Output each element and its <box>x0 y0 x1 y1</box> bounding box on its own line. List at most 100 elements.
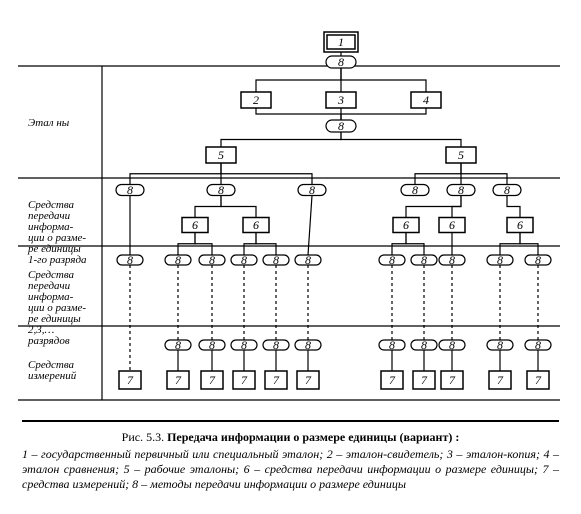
svg-text:6: 6 <box>449 218 455 232</box>
node-w5: 8 <box>295 338 321 352</box>
svg-text:8: 8 <box>127 253 133 267</box>
node-v3: 8 <box>199 253 225 267</box>
node-v4: 8 <box>231 253 257 267</box>
svg-text:8: 8 <box>175 338 181 352</box>
svg-text:7: 7 <box>497 373 504 387</box>
svg-text:8: 8 <box>175 253 181 267</box>
svg-text:8: 8 <box>421 338 427 352</box>
node-m2: 7 <box>201 371 223 389</box>
node-m5: 7 <box>297 371 319 389</box>
node-n1: 1 <box>324 32 358 52</box>
svg-text:8: 8 <box>241 253 247 267</box>
svg-text:8: 8 <box>449 338 455 352</box>
node-v10: 8 <box>487 253 513 267</box>
svg-text:4: 4 <box>423 93 429 107</box>
svg-text:1: 1 <box>338 35 344 49</box>
svg-text:8: 8 <box>535 338 541 352</box>
node-v1: 8 <box>117 253 143 267</box>
node-n4: 4 <box>411 92 441 108</box>
node-w6: 8 <box>379 338 405 352</box>
node-w10: 8 <box>525 338 551 352</box>
svg-text:8: 8 <box>273 253 279 267</box>
svg-text:7: 7 <box>535 373 542 387</box>
svg-text:2: 2 <box>253 93 259 107</box>
svg-text:8: 8 <box>497 338 503 352</box>
svg-text:8: 8 <box>209 253 215 267</box>
node-o2: 8 <box>326 119 356 133</box>
tier-label: Средстваизмерений <box>28 359 77 382</box>
node-u2: 8 <box>207 183 235 197</box>
svg-text:8: 8 <box>389 253 395 267</box>
caption-legend: 1 – государственный первичный или специа… <box>22 447 559 492</box>
svg-text:6: 6 <box>517 218 523 232</box>
node-u6: 8 <box>493 183 521 197</box>
node-w2: 8 <box>199 338 225 352</box>
node-s2: 6 <box>243 218 269 233</box>
svg-text:8: 8 <box>338 119 344 133</box>
node-v11: 8 <box>525 253 551 267</box>
svg-text:8: 8 <box>421 253 427 267</box>
node-u4: 8 <box>401 183 429 197</box>
caption-title: Рис. 5.3. Передача информации о размере … <box>22 430 559 445</box>
svg-text:8: 8 <box>209 338 215 352</box>
svg-text:8: 8 <box>338 55 344 69</box>
node-v9: 8 <box>439 253 465 267</box>
svg-text:7: 7 <box>449 373 456 387</box>
node-v6: 8 <box>295 253 321 267</box>
svg-text:7: 7 <box>421 373 428 387</box>
node-u3: 8 <box>298 183 326 197</box>
svg-text:измерений: измерений <box>28 370 77 382</box>
node-m6: 7 <box>381 371 403 389</box>
svg-text:7: 7 <box>273 373 280 387</box>
node-s5: 6 <box>507 218 533 233</box>
svg-text:3: 3 <box>337 93 344 107</box>
svg-text:7: 7 <box>389 373 396 387</box>
svg-text:разрядов: разрядов <box>27 335 70 347</box>
node-n2: 2 <box>241 92 271 108</box>
tier-label: Средствапередачиинформа-ции о разме-ре е… <box>27 269 86 347</box>
svg-text:8: 8 <box>305 253 311 267</box>
node-o1: 8 <box>326 55 356 69</box>
svg-text:8: 8 <box>458 183 464 197</box>
svg-text:8: 8 <box>497 253 503 267</box>
svg-text:1-го разряда: 1-го разряда <box>28 254 87 266</box>
tier-label: Средствапередачиинформа-ции о разме-ре е… <box>27 199 87 266</box>
node-m7: 7 <box>413 371 435 389</box>
node-n5b: 5 <box>446 147 476 163</box>
node-w9: 8 <box>487 338 513 352</box>
svg-text:7: 7 <box>209 373 216 387</box>
svg-text:Этал ны: Этал ны <box>28 117 70 129</box>
svg-text:7: 7 <box>127 373 134 387</box>
node-v5: 8 <box>263 253 289 267</box>
hierarchy-diagram: 1 8 2 3 4 8 5 5 8 8 8 8 8 8 6 6 6 6 6 8 8 8 8 8 8 8 8 8 8 8 8 8 8 8 8 8 8 8 8 8… <box>0 0 581 420</box>
svg-text:8: 8 <box>309 183 315 197</box>
node-s4: 6 <box>439 218 465 233</box>
svg-text:5: 5 <box>218 148 224 162</box>
svg-text:5: 5 <box>458 148 464 162</box>
node-v7: 8 <box>379 253 405 267</box>
svg-text:8: 8 <box>412 183 418 197</box>
node-m0: 7 <box>119 371 141 389</box>
svg-text:7: 7 <box>305 373 312 387</box>
node-m3: 7 <box>233 371 255 389</box>
node-s3: 6 <box>393 218 419 233</box>
svg-text:7: 7 <box>241 373 248 387</box>
svg-text:8: 8 <box>241 338 247 352</box>
svg-text:8: 8 <box>127 183 133 197</box>
svg-text:8: 8 <box>449 253 455 267</box>
node-w7: 8 <box>411 338 437 352</box>
svg-text:7: 7 <box>175 373 182 387</box>
node-n3: 3 <box>326 92 356 108</box>
svg-text:8: 8 <box>273 338 279 352</box>
node-w1: 8 <box>165 338 191 352</box>
svg-text:6: 6 <box>192 218 198 232</box>
node-w8: 8 <box>439 338 465 352</box>
node-s1: 6 <box>182 218 208 233</box>
svg-text:8: 8 <box>305 338 311 352</box>
svg-text:8: 8 <box>535 253 541 267</box>
node-n5a: 5 <box>206 147 236 163</box>
node-v8: 8 <box>411 253 437 267</box>
node-u1: 8 <box>116 183 144 197</box>
svg-text:8: 8 <box>504 183 510 197</box>
node-m4: 7 <box>265 371 287 389</box>
